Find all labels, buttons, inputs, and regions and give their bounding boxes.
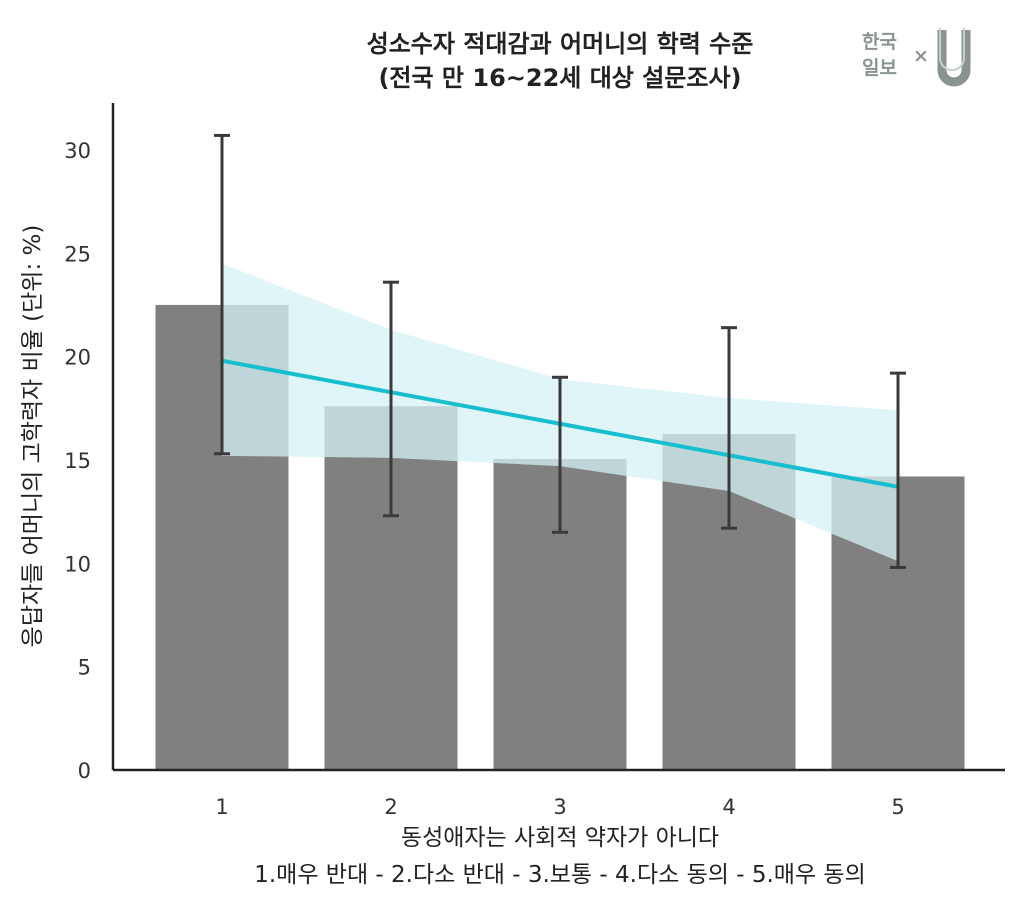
x-tick-label: 5 — [891, 795, 904, 819]
y-tick-label: 10 — [64, 552, 91, 576]
y-tick-label: 25 — [64, 242, 91, 266]
x-tick-label: 3 — [553, 795, 566, 819]
x-tick-label: 4 — [722, 795, 735, 819]
x-tick-label: 1 — [215, 795, 228, 819]
x-tick-label: 2 — [384, 795, 397, 819]
logo-times: × — [913, 45, 929, 67]
u-logo-icon — [937, 28, 971, 87]
y-tick-label: 15 — [64, 449, 91, 473]
y-tick-label: 20 — [64, 346, 91, 370]
y-tick-label: 30 — [64, 139, 91, 163]
logo-text-1: 한국 — [862, 31, 897, 53]
y-tick-label: 0 — [78, 759, 91, 783]
logo: 한국 일보 × — [862, 28, 971, 87]
logo-text-2: 일보 — [862, 57, 897, 79]
y-tick-label: 5 — [78, 656, 91, 680]
y-axis-label: 응답자들 어머니의 고학력자 비율 (단위: %) — [20, 225, 46, 648]
chart-title: 성소수자 적대감과 어머니의 학력 수준 — [367, 30, 754, 58]
x-axis-label: 동성애자는 사회적 약자가 아니다 — [401, 825, 719, 851]
x-axis-sublabel: 1.매우 반대 - 2.다소 반대 - 3.보통 - 4.다소 동의 - 5.매… — [254, 862, 866, 888]
chart-subtitle: (전국 만 16~22세 대상 설문조사) — [378, 64, 741, 92]
